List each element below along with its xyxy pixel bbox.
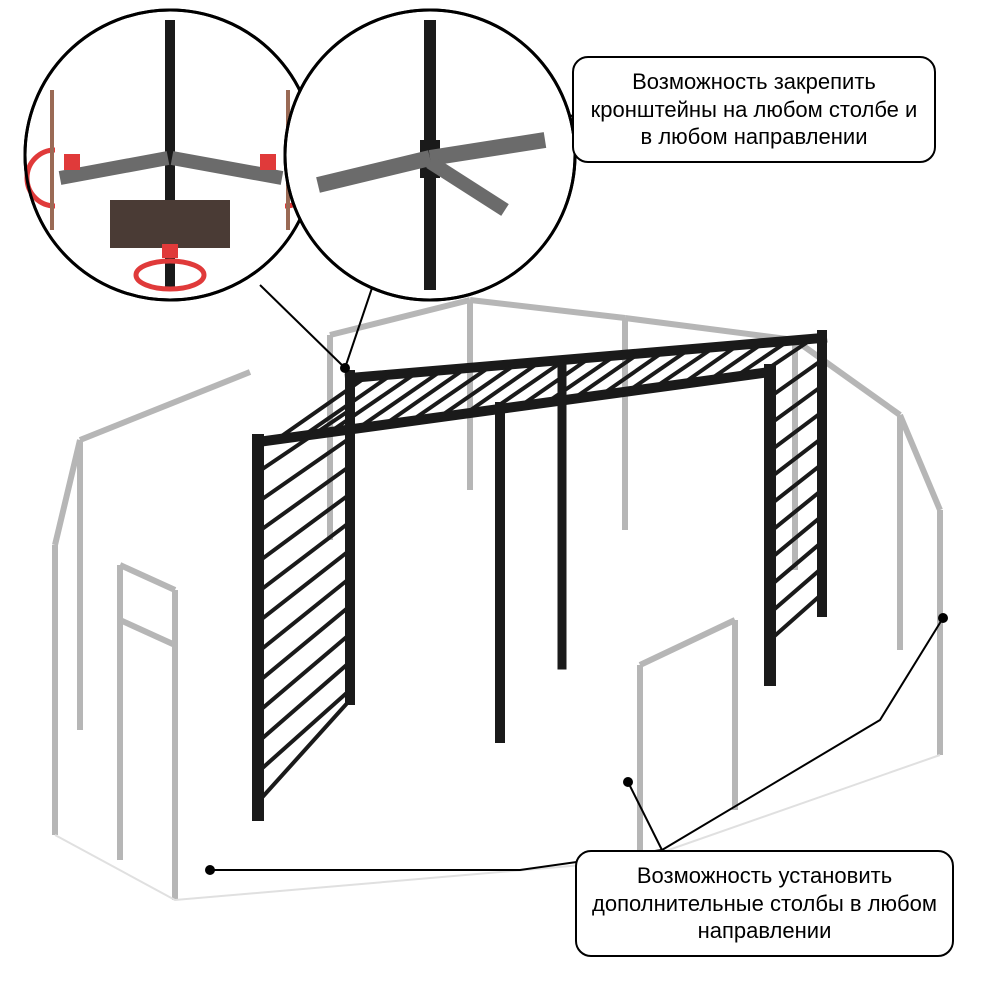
callout-bottom: Возможность установить дополнительные ст… [575,850,954,957]
detail-circle-right [285,10,575,300]
callout-top: Возможность закрепить кронштейны на любо… [572,56,936,163]
detail-circle-left [25,10,315,300]
callout-top-text: Возможность закрепить кронштейны на любо… [591,69,918,149]
callout-bottom-text: Возможность установить дополнительные ст… [592,863,937,943]
